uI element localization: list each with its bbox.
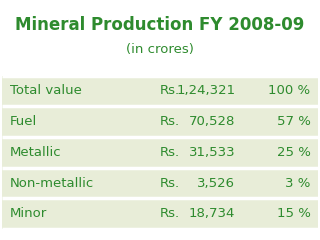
- Bar: [2, 106, 318, 137]
- Text: Mineral Production FY 2008-09: Mineral Production FY 2008-09: [15, 16, 305, 34]
- Text: Fuel: Fuel: [10, 115, 37, 128]
- Text: Rs.: Rs.: [160, 115, 180, 128]
- Text: 15 %: 15 %: [276, 207, 310, 220]
- Bar: [2, 198, 318, 229]
- Text: 57 %: 57 %: [276, 115, 310, 128]
- Text: 1,24,321: 1,24,321: [176, 84, 235, 97]
- Text: Non-metallic: Non-metallic: [10, 177, 94, 190]
- Text: Rs.: Rs.: [160, 146, 180, 159]
- Text: 3 %: 3 %: [285, 177, 310, 190]
- Text: Total value: Total value: [10, 84, 82, 97]
- Text: 70,528: 70,528: [189, 115, 235, 128]
- Text: Metallic: Metallic: [10, 146, 61, 159]
- Bar: [2, 168, 318, 198]
- Text: 3,526: 3,526: [197, 177, 235, 190]
- Bar: [2, 76, 318, 106]
- Text: Rs.: Rs.: [160, 207, 180, 220]
- Text: 31,533: 31,533: [188, 146, 235, 159]
- Bar: [2, 137, 318, 168]
- Text: Rs.: Rs.: [160, 177, 180, 190]
- Text: 25 %: 25 %: [276, 146, 310, 159]
- Text: Minor: Minor: [10, 207, 47, 220]
- Text: Rs.: Rs.: [160, 84, 180, 97]
- Text: 18,734: 18,734: [189, 207, 235, 220]
- Text: 100 %: 100 %: [268, 84, 310, 97]
- Text: (in crores): (in crores): [126, 43, 194, 56]
